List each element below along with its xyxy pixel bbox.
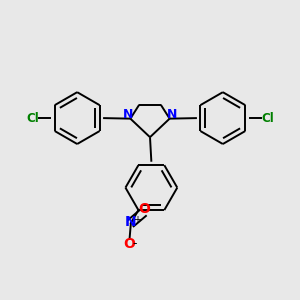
Text: N: N: [123, 108, 134, 121]
Text: -: -: [133, 237, 137, 250]
Text: +: +: [133, 215, 141, 225]
Text: N: N: [125, 215, 137, 229]
Text: Cl: Cl: [261, 112, 274, 124]
Text: N: N: [167, 108, 177, 121]
Text: O: O: [123, 237, 135, 251]
Text: Cl: Cl: [26, 112, 39, 124]
Text: O: O: [138, 202, 150, 216]
